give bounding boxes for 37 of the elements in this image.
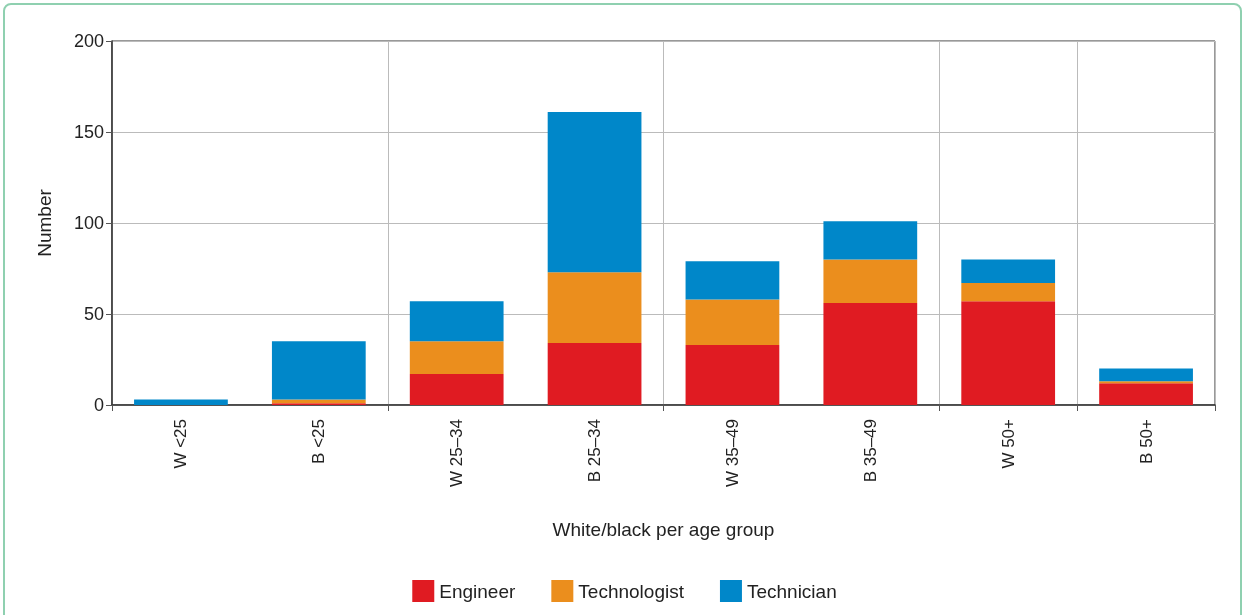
x-tick-label: B 25–34 [585, 419, 605, 483]
y-tick-label: 200 [73, 31, 104, 51]
y-tick-label: 150 [73, 122, 104, 142]
bar [547, 272, 642, 344]
bar [823, 259, 918, 304]
bar [547, 343, 642, 405]
x-tick-label: B 35–49 [860, 419, 880, 483]
bar [271, 341, 366, 400]
legend-label: Technician [746, 580, 837, 602]
bar [961, 259, 1056, 284]
bar [961, 283, 1056, 302]
x-tick-label: W 25–34 [447, 419, 467, 488]
bar [685, 299, 780, 345]
bar [961, 301, 1056, 405]
y-axis-title: Number [34, 188, 55, 257]
legend-label: Technologist [578, 580, 685, 602]
x-tick-label: B <25 [309, 419, 329, 464]
bar [409, 374, 504, 405]
bar [823, 303, 918, 405]
x-tick-label: B 50+ [1136, 418, 1156, 464]
bar [547, 111, 642, 273]
x-tick-label: W 50+ [998, 418, 1018, 469]
x-tick-label: W 35–49 [722, 419, 742, 488]
y-tick-label: 0 [93, 395, 104, 415]
bar [823, 221, 918, 260]
bar [134, 399, 228, 405]
y-tick-label: 50 [83, 304, 104, 324]
bar [685, 261, 780, 300]
y-tick-label: 100 [73, 213, 104, 233]
legend-label: Engineer [439, 580, 516, 602]
bar [1099, 383, 1193, 405]
bar [409, 301, 504, 342]
bar [685, 344, 780, 405]
bar [1099, 368, 1193, 382]
x-tick-label: W <25 [171, 419, 191, 469]
x-axis-title: White/black per age group [552, 519, 775, 540]
bar [409, 341, 504, 375]
